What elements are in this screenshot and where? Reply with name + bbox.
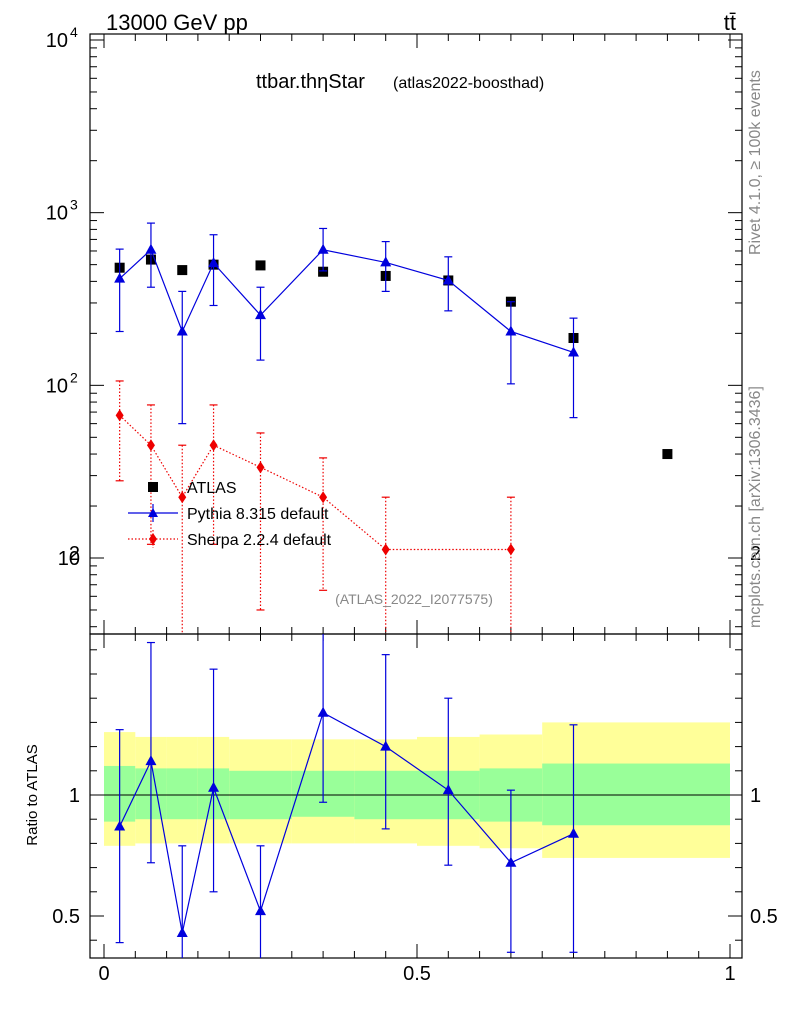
atlas-point xyxy=(662,449,673,460)
legend: ATLAS Pythia 8.315 default Sherpa 2.2.4 … xyxy=(128,480,332,549)
sherpa-point xyxy=(319,491,328,504)
process-label: tt̄ xyxy=(724,10,736,35)
main-ytick-exp: 3 xyxy=(70,197,78,213)
ratio-xtick-label: 0 xyxy=(98,963,109,985)
main-ytick-exp: 4 xyxy=(70,24,78,40)
main-ytick-label: 10 xyxy=(46,203,68,225)
ratio-axes: 0 0.5 1 0.5 0.5 1 1 2 2 xyxy=(52,543,778,985)
rivet-version-label: Rivet 4.1.0, ≥ 100k events xyxy=(747,70,764,255)
ratio-ytick-label: 1 xyxy=(69,785,80,807)
analysis-watermark: (ATLAS_2022_I2077575) xyxy=(335,591,493,607)
legend-pythia-marker xyxy=(148,508,158,517)
ratio-ytick-label-right: 1 xyxy=(750,785,761,807)
energy-label: 13000 GeV pp xyxy=(106,10,248,35)
band-stat xyxy=(542,763,730,826)
ratio-ytick-label: 0.5 xyxy=(52,906,80,928)
ratio-bands xyxy=(104,722,730,858)
ratio-point xyxy=(208,781,220,792)
ratio-point xyxy=(505,856,517,867)
pythia-point xyxy=(176,325,188,336)
ratio-point xyxy=(145,755,157,766)
mcplots-label: mcplots.cern.ch [arXiv:1306.3436] xyxy=(747,386,764,628)
main-ytick-label: 10 xyxy=(58,548,80,570)
ratio-point xyxy=(176,926,188,937)
legend-sherpa-marker xyxy=(149,533,157,545)
ratio-point xyxy=(114,820,126,831)
legend-atlas-marker xyxy=(148,482,158,492)
band-stat xyxy=(166,768,198,820)
sherpa-point xyxy=(209,439,218,452)
pythia-point xyxy=(317,243,329,254)
series-line xyxy=(119,248,574,354)
pythia-point xyxy=(568,346,579,357)
ratio-ylabel: Ratio to ATLAS xyxy=(24,744,41,845)
sherpa-point xyxy=(381,543,390,556)
legend-sherpa-label: Sherpa 2.2.4 default xyxy=(187,532,332,549)
analysis-tag: (atlas2022-boosthad) xyxy=(393,75,544,92)
ratio-ytick-label: 2 xyxy=(69,543,80,565)
ratio-frame xyxy=(89,633,743,959)
ratio-line xyxy=(119,711,574,934)
atlas-point xyxy=(177,265,188,276)
main-ytick-label: 10 xyxy=(46,375,68,397)
ratio-point xyxy=(568,827,579,838)
plot-title: ttbar.thηStar xyxy=(256,71,365,93)
pythia-point xyxy=(380,256,392,267)
main-series xyxy=(114,222,673,634)
main-ytick-exp: 2 xyxy=(70,369,78,385)
pythia-point xyxy=(145,243,157,254)
atlas-point xyxy=(255,260,266,271)
series-line xyxy=(119,414,511,551)
pythia-point xyxy=(442,274,454,285)
ratio-point xyxy=(317,706,329,717)
ratio-ytick-label-right: 2 xyxy=(750,543,761,565)
ratio-point xyxy=(255,905,266,916)
legend-pythia-label: Pythia 8.315 default xyxy=(187,506,329,523)
sherpa-point xyxy=(146,439,155,452)
pythia-point xyxy=(208,257,220,268)
atlas-point xyxy=(318,266,329,277)
ratio-ytick-label-right: 0.5 xyxy=(750,906,778,928)
pythia-point xyxy=(255,309,266,320)
ratio-xtick-label: 0.5 xyxy=(403,963,431,985)
pythia-point xyxy=(505,325,517,336)
ratio-point xyxy=(442,784,454,795)
ratio-point xyxy=(380,740,392,751)
sherpa-point xyxy=(256,461,265,474)
sherpa-point xyxy=(178,491,187,504)
ratio-series xyxy=(114,634,579,958)
legend-atlas-label: ATLAS xyxy=(187,480,237,497)
sherpa-point xyxy=(115,409,124,422)
ratio-xtick-label: 1 xyxy=(724,963,735,985)
sherpa-point xyxy=(506,543,515,556)
pythia-point xyxy=(114,272,126,283)
main-ytick-label: 10 xyxy=(46,30,68,52)
